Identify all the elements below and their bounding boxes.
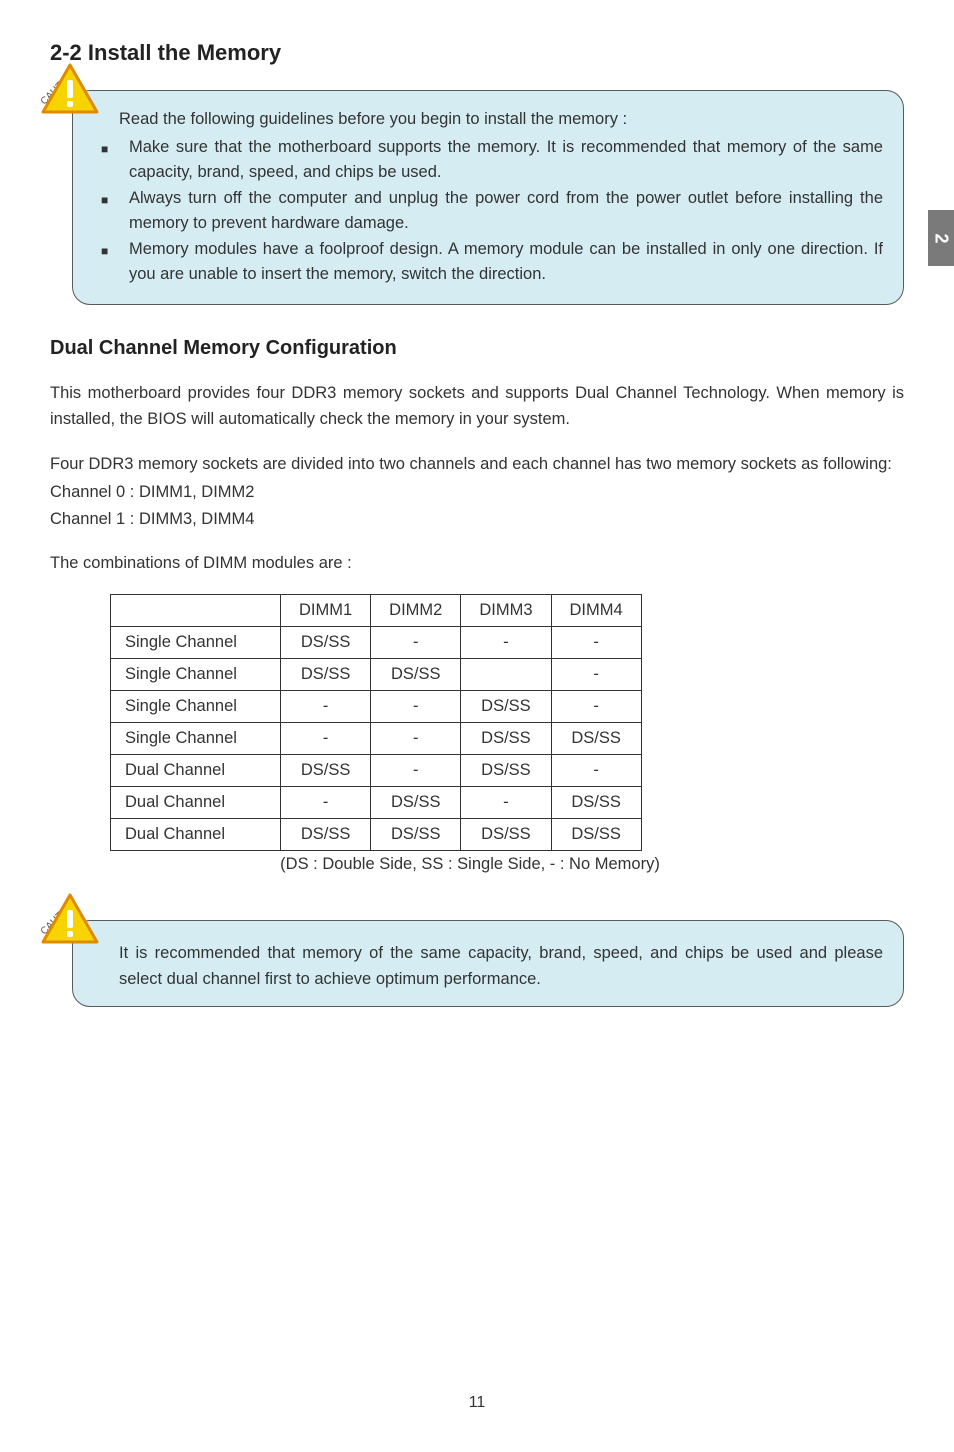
table-row: Dual ChannelDS/SSDS/SSDS/SSDS/SS	[111, 819, 642, 851]
table-row: Dual ChannelDS/SS-DS/SS-	[111, 755, 642, 787]
table-header-cell: DIMM4	[551, 595, 641, 627]
guideline-text: Memory modules have a foolproof design. …	[129, 237, 883, 288]
table-row: Single ChannelDS/SSDS/SS-	[111, 659, 642, 691]
table-cell: -	[551, 691, 641, 723]
channel0-line: Channel 0 : DIMM1, DIMM2	[50, 479, 904, 505]
table-cell: DS/SS	[551, 723, 641, 755]
guideline-text: Make sure that the motherboard supports …	[129, 135, 883, 186]
table-cell: Single Channel	[111, 723, 281, 755]
chapter-tab-label: 2	[930, 233, 951, 243]
table-cell: DS/SS	[371, 659, 461, 691]
table-row: Single Channel--DS/SSDS/SS	[111, 723, 642, 755]
table-cell: DS/SS	[371, 787, 461, 819]
table-cell: -	[281, 723, 371, 755]
caution-box-memory-guidelines: CAUTION Read the following guidelines be…	[50, 90, 904, 305]
table-row: Single Channel--DS/SS-	[111, 691, 642, 723]
table-header-row: DIMM1 DIMM2 DIMM3 DIMM4	[111, 595, 642, 627]
table-cell: DS/SS	[281, 659, 371, 691]
table-header-cell: DIMM2	[371, 595, 461, 627]
table-cell: -	[371, 691, 461, 723]
section-title: 2-2 Install the Memory	[50, 40, 904, 66]
chapter-tab: 2	[928, 210, 954, 266]
guideline-item: ■ Always turn off the computer and unplu…	[101, 186, 883, 237]
table-cell: Dual Channel	[111, 787, 281, 819]
table-legend: (DS : Double Side, SS : Single Side, - :…	[110, 855, 830, 874]
guideline-item: ■ Make sure that the motherboard support…	[101, 135, 883, 186]
table-cell: -	[371, 755, 461, 787]
sub-title: Dual Channel Memory Configuration	[50, 337, 904, 360]
table-cell: -	[461, 627, 551, 659]
table-cell: DS/SS	[461, 691, 551, 723]
table-header-cell	[111, 595, 281, 627]
paragraph-intro: This motherboard provides four DDR3 memo…	[50, 380, 904, 433]
table-cell: Dual Channel	[111, 819, 281, 851]
table-cell: DS/SS	[461, 723, 551, 755]
table-row: Dual Channel-DS/SS-DS/SS	[111, 787, 642, 819]
table-cell: -	[281, 691, 371, 723]
table-cell: DS/SS	[281, 627, 371, 659]
table-cell: -	[551, 627, 641, 659]
bullet-icon: ■	[101, 237, 129, 288]
table-header-cell: DIMM3	[461, 595, 551, 627]
table-cell: DS/SS	[461, 755, 551, 787]
table-cell: DS/SS	[461, 819, 551, 851]
bullet-icon: ■	[101, 135, 129, 186]
table-cell: -	[371, 627, 461, 659]
table-cell	[461, 659, 551, 691]
table-cell: -	[551, 755, 641, 787]
page-number: 11	[0, 1394, 954, 1412]
table-cell: Single Channel	[111, 627, 281, 659]
caution-icon	[40, 892, 100, 946]
combo-lead: The combinations of DIMM modules are :	[50, 550, 904, 576]
caution-box-recommendation: CAUTION It is recommended that memory of…	[50, 920, 904, 1007]
table-cell: -	[371, 723, 461, 755]
table-header-cell: DIMM1	[281, 595, 371, 627]
bullet-icon: ■	[101, 186, 129, 237]
caution-icon	[40, 62, 100, 116]
paragraph-channels: Four DDR3 memory sockets are divided int…	[50, 451, 904, 477]
table-cell: DS/SS	[371, 819, 461, 851]
table-row: Single ChannelDS/SS---	[111, 627, 642, 659]
table-cell: -	[281, 787, 371, 819]
table-cell: -	[461, 787, 551, 819]
guideline-item: ■ Memory modules have a foolproof design…	[101, 237, 883, 288]
table-cell: DS/SS	[551, 819, 641, 851]
guideline-text: Always turn off the computer and unplug …	[129, 186, 883, 237]
callout-recommendation: It is recommended that memory of the sam…	[72, 920, 904, 1007]
table-cell: Single Channel	[111, 691, 281, 723]
callout-guidelines: Read the following guidelines before you…	[72, 90, 904, 305]
dimm-combinations-table: DIMM1 DIMM2 DIMM3 DIMM4 Single ChannelDS…	[110, 594, 642, 851]
table-cell: DS/SS	[551, 787, 641, 819]
recommendation-text: It is recommended that memory of the sam…	[119, 941, 883, 992]
table-cell: -	[551, 659, 641, 691]
channel1-line: Channel 1 : DIMM3, DIMM4	[50, 506, 904, 532]
table-cell: DS/SS	[281, 819, 371, 851]
table-cell: Single Channel	[111, 659, 281, 691]
table-cell: Dual Channel	[111, 755, 281, 787]
table-cell: DS/SS	[281, 755, 371, 787]
guidelines-lead: Read the following guidelines before you…	[119, 107, 883, 133]
